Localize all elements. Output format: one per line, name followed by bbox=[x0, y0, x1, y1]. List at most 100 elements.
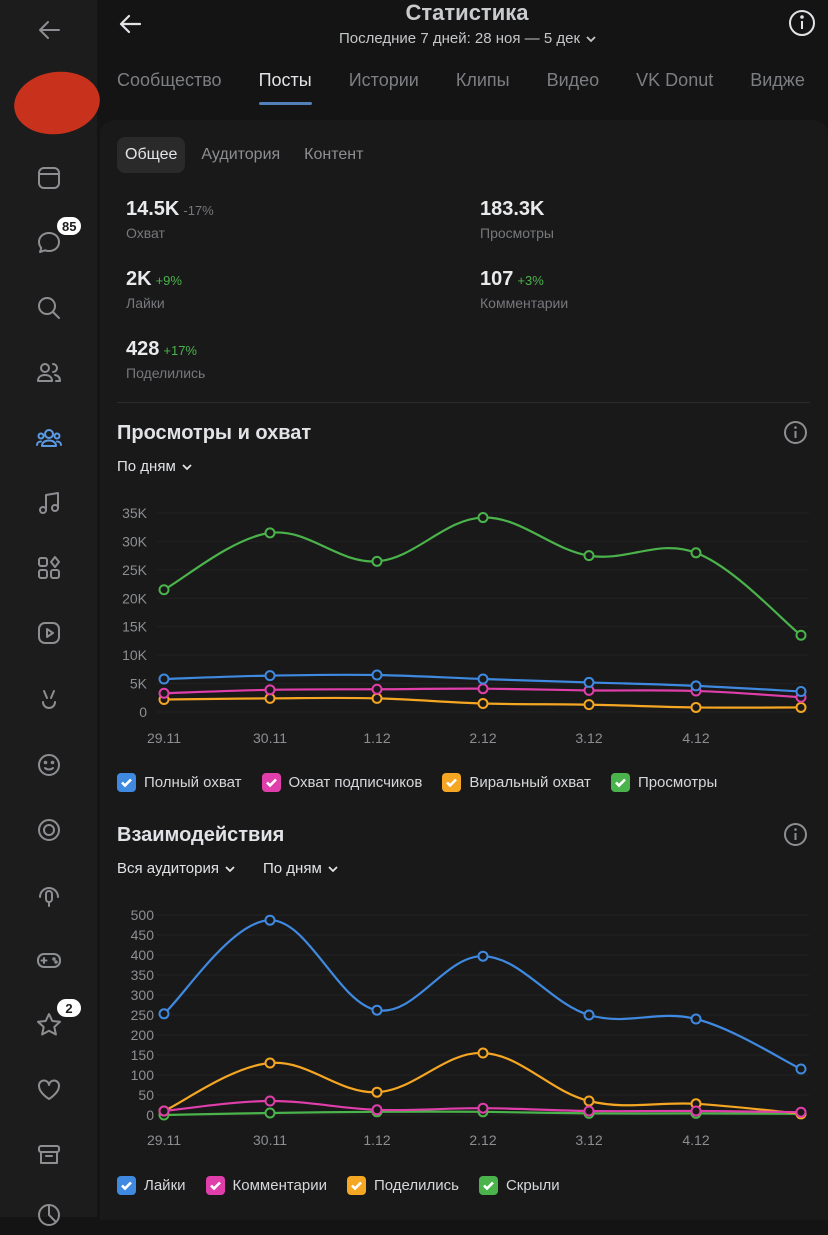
back-button[interactable] bbox=[116, 10, 144, 38]
legend-item[interactable]: Полный охват bbox=[117, 773, 242, 792]
data-point[interactable] bbox=[371, 692, 383, 704]
data-point[interactable] bbox=[264, 1107, 276, 1119]
sidebar-item-archive[interactable] bbox=[29, 1135, 69, 1175]
sidebar-item-games[interactable] bbox=[29, 940, 69, 980]
audience-dropdown[interactable]: Вся аудитория bbox=[117, 860, 235, 877]
avatar-redacted[interactable] bbox=[10, 66, 104, 140]
legend-item[interactable]: Просмотры bbox=[610, 773, 717, 792]
legend-item[interactable]: Охват подписчиков bbox=[261, 773, 422, 792]
info-icon[interactable] bbox=[783, 822, 808, 847]
data-point[interactable] bbox=[264, 527, 276, 539]
period-dropdown[interactable]: По дням bbox=[117, 458, 192, 475]
data-point[interactable] bbox=[371, 555, 383, 567]
data-point[interactable] bbox=[795, 701, 807, 713]
data-point[interactable] bbox=[371, 1104, 383, 1116]
checkbox-checked-icon[interactable] bbox=[478, 1176, 498, 1195]
checkbox-checked-icon[interactable] bbox=[261, 773, 281, 792]
period-dropdown[interactable]: По дням bbox=[263, 860, 338, 877]
checkbox-checked-icon[interactable] bbox=[205, 1176, 225, 1195]
info-icon[interactable] bbox=[783, 420, 808, 445]
sidebar-item-favorites[interactable]: 2 bbox=[29, 997, 83, 1045]
sidebar-item-communities[interactable] bbox=[29, 418, 69, 458]
checkbox-checked-icon[interactable] bbox=[347, 1176, 366, 1195]
data-point[interactable] bbox=[477, 950, 489, 962]
tab-posts[interactable]: Посты bbox=[258, 70, 312, 105]
page-title: Статистика bbox=[405, 0, 529, 25]
sidebar-item-stickers[interactable] bbox=[29, 745, 69, 785]
data-point[interactable] bbox=[795, 629, 807, 641]
data-point[interactable] bbox=[690, 1105, 702, 1117]
legend-item[interactable]: Поделились bbox=[347, 1176, 459, 1195]
sidebar-item-music[interactable] bbox=[29, 483, 69, 523]
data-point[interactable] bbox=[795, 1106, 807, 1118]
period-selector[interactable]: Последние 7 дней: 28 ноя — 5 дек bbox=[339, 30, 596, 47]
data-point[interactable] bbox=[158, 1105, 170, 1117]
data-point[interactable] bbox=[477, 697, 489, 709]
subtab-audience[interactable]: Аудитория bbox=[201, 146, 281, 163]
sidebar-item-target[interactable] bbox=[29, 810, 69, 850]
data-point[interactable] bbox=[477, 1047, 489, 1059]
data-point[interactable] bbox=[477, 673, 489, 685]
data-point[interactable] bbox=[583, 550, 595, 562]
legend-item[interactable]: Скрыли bbox=[478, 1176, 560, 1195]
tab-widgets[interactable]: Видже bbox=[750, 70, 805, 90]
data-point[interactable] bbox=[690, 701, 702, 713]
tab-vk-donut[interactable]: VK Donut bbox=[636, 70, 714, 90]
tab-community[interactable]: Сообщество bbox=[117, 70, 222, 90]
tab-video[interactable]: Видео bbox=[546, 70, 600, 90]
data-point[interactable] bbox=[371, 683, 383, 695]
data-point[interactable] bbox=[264, 684, 276, 696]
sidebar-item-podcasts[interactable] bbox=[29, 875, 69, 915]
y-tick-label: 100 bbox=[131, 1067, 155, 1083]
checkbox-checked-icon[interactable] bbox=[117, 773, 136, 792]
info-icon[interactable] bbox=[788, 9, 816, 37]
data-point[interactable] bbox=[158, 584, 170, 596]
sidebar-item-search[interactable] bbox=[29, 288, 69, 328]
legend-item[interactable]: Виральный охват bbox=[442, 773, 591, 792]
data-point[interactable] bbox=[795, 1063, 807, 1075]
legend-item[interactable]: Комментарии bbox=[205, 1176, 327, 1195]
sidebar-item-clips[interactable] bbox=[29, 680, 69, 720]
chevron-down-icon bbox=[225, 865, 235, 872]
sidebar-item-video[interactable] bbox=[29, 613, 69, 653]
data-point[interactable] bbox=[477, 1102, 489, 1114]
data-point[interactable] bbox=[371, 1086, 383, 1098]
tab-clips[interactable]: Клипы bbox=[455, 70, 510, 90]
tab-stories[interactable]: Истории bbox=[348, 70, 419, 90]
legend-item[interactable]: Лайки bbox=[117, 1176, 186, 1195]
data-point[interactable] bbox=[371, 1004, 383, 1016]
data-point[interactable] bbox=[795, 686, 807, 698]
data-point[interactable] bbox=[264, 914, 276, 926]
data-point[interactable] bbox=[583, 676, 595, 688]
y-tick-label: 450 bbox=[131, 927, 155, 943]
data-point[interactable] bbox=[583, 1009, 595, 1021]
sidebar-item-stats[interactable] bbox=[29, 1195, 69, 1235]
sidebar-item-likes[interactable] bbox=[29, 1070, 69, 1110]
checkbox-checked-icon[interactable] bbox=[610, 773, 630, 792]
sidebar-item-services[interactable] bbox=[29, 548, 69, 588]
sidebar-item-news[interactable] bbox=[29, 158, 69, 198]
data-point[interactable] bbox=[583, 1105, 595, 1117]
sidebar-item-friends[interactable] bbox=[29, 353, 69, 393]
data-point[interactable] bbox=[158, 687, 170, 699]
data-point[interactable] bbox=[158, 673, 170, 685]
data-point[interactable] bbox=[477, 512, 489, 524]
data-point[interactable] bbox=[158, 1008, 170, 1020]
data-point[interactable] bbox=[583, 699, 595, 711]
checkbox-checked-icon[interactable] bbox=[117, 1176, 136, 1195]
data-point[interactable] bbox=[477, 683, 489, 695]
data-point[interactable] bbox=[264, 670, 276, 682]
data-point[interactable] bbox=[690, 1013, 702, 1025]
subtabs: Общее Аудитория Контент bbox=[117, 137, 371, 173]
data-point[interactable] bbox=[690, 680, 702, 692]
checkbox-checked-icon[interactable] bbox=[442, 773, 462, 792]
sidebar-back-button[interactable] bbox=[29, 10, 69, 50]
data-point[interactable] bbox=[264, 1057, 276, 1069]
sidebar-item-messages[interactable]: 85 bbox=[29, 215, 84, 263]
subtab-content[interactable]: Контент bbox=[304, 146, 364, 163]
subtab-general[interactable]: Общее bbox=[117, 137, 186, 173]
data-point[interactable] bbox=[264, 1095, 276, 1107]
data-point[interactable] bbox=[583, 1095, 595, 1107]
data-point[interactable] bbox=[690, 547, 702, 559]
data-point[interactable] bbox=[371, 669, 383, 681]
